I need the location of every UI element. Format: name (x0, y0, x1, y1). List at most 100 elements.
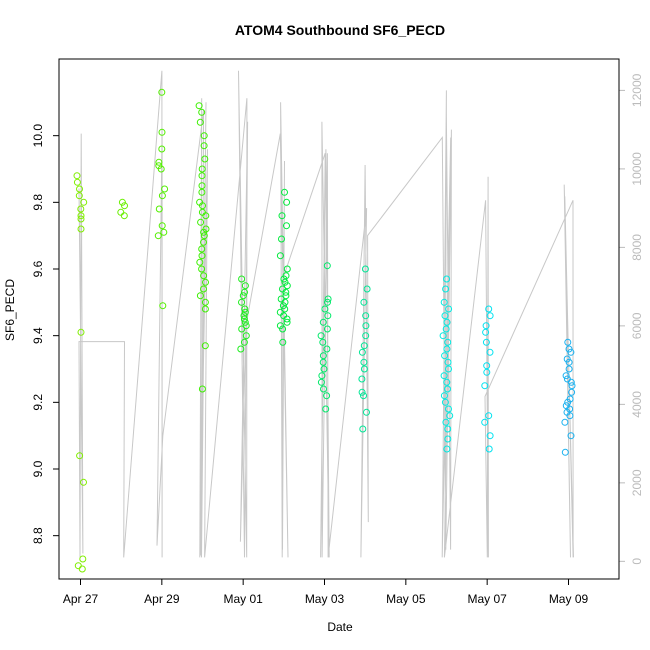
data-point (281, 298, 289, 306)
data-point (564, 398, 572, 406)
data-point (323, 262, 331, 270)
data-point (482, 328, 490, 336)
data-point (564, 338, 572, 346)
data-point (443, 445, 451, 453)
data-point (444, 358, 452, 366)
data-point (323, 345, 331, 353)
data-point (75, 192, 83, 200)
data-point (441, 398, 449, 406)
data-point (441, 352, 449, 360)
data-point (199, 202, 206, 210)
data-point (198, 165, 206, 173)
data-point (485, 305, 493, 313)
y-tick-label: 8.8 (31, 527, 45, 544)
data-point (281, 188, 288, 196)
data-point (196, 118, 204, 126)
data-point (161, 185, 169, 193)
data-point (323, 325, 331, 333)
data-point (198, 245, 206, 253)
data-point (443, 275, 451, 283)
data-point (239, 292, 247, 300)
data-point (76, 452, 84, 460)
data-point (283, 198, 291, 206)
data-point (362, 322, 370, 330)
data-point (158, 128, 166, 136)
data-point (80, 198, 88, 206)
data-point (278, 212, 286, 220)
data-point (360, 298, 368, 306)
data-point (319, 338, 327, 346)
data-point (160, 228, 168, 236)
data-point (485, 412, 493, 420)
data-point (358, 348, 366, 356)
secondary-series-line (78, 70, 574, 558)
data-point (283, 318, 291, 326)
data-point (567, 378, 575, 386)
data-point (154, 232, 162, 240)
data-point (485, 445, 493, 453)
x-tick-label: Apr 29 (144, 592, 180, 606)
data-point (238, 275, 246, 283)
y2-tick-label: 4000 (630, 391, 644, 418)
data-point (200, 228, 208, 236)
data-point (77, 212, 85, 220)
data-point (240, 312, 248, 320)
data-point (440, 392, 448, 400)
data-point (200, 132, 208, 140)
data-point (442, 325, 450, 333)
x-tick-label: Apr 27 (63, 592, 99, 606)
data-point (445, 365, 452, 373)
data-point (486, 432, 494, 440)
x-axis-title: Date (327, 620, 353, 634)
y-tick-label: 9.0 (31, 460, 45, 477)
data-point (440, 298, 448, 306)
data-point (158, 145, 166, 153)
y2-tick-label: 8000 (630, 234, 644, 261)
data-point (361, 265, 369, 273)
data-point (121, 202, 128, 210)
data-point (196, 292, 204, 300)
data-point (157, 165, 165, 173)
data-point (241, 282, 249, 290)
data-point (238, 298, 245, 306)
data-point (159, 302, 167, 310)
data-point (201, 298, 209, 306)
secondary-series-layer (78, 70, 574, 558)
data-point (323, 392, 331, 400)
y-tick-label: 9.6 (31, 260, 45, 277)
data-point (279, 325, 287, 333)
data-point (442, 418, 450, 426)
data-point (158, 192, 166, 200)
data-point (360, 392, 367, 400)
y2-tick-label: 12000 (630, 73, 644, 107)
data-point (565, 358, 573, 366)
data-point (483, 368, 491, 376)
plot-frame (58, 58, 620, 580)
data-point (281, 305, 289, 313)
data-point (486, 312, 494, 320)
data-point (561, 418, 569, 426)
data-point (200, 232, 208, 240)
data-point (198, 265, 206, 273)
data-point (237, 345, 245, 353)
data-point (240, 338, 248, 346)
y-tick-label: 9.2 (31, 394, 45, 411)
data-point (241, 305, 249, 313)
data-point (201, 305, 209, 313)
data-point (80, 478, 87, 486)
y2-tick-label: 0 (630, 558, 644, 565)
data-point (201, 155, 209, 163)
data-point (319, 358, 327, 366)
data-point (77, 225, 85, 233)
data-point (445, 305, 453, 313)
data-point (319, 318, 327, 326)
data-point (324, 295, 332, 303)
data-point (444, 338, 452, 346)
data-point (76, 185, 83, 193)
y-tick-label: 9.8 (31, 194, 45, 211)
data-point (276, 252, 284, 260)
data-point (441, 312, 449, 320)
data-point (566, 412, 574, 420)
data-point (201, 342, 209, 350)
data-point (200, 272, 208, 280)
